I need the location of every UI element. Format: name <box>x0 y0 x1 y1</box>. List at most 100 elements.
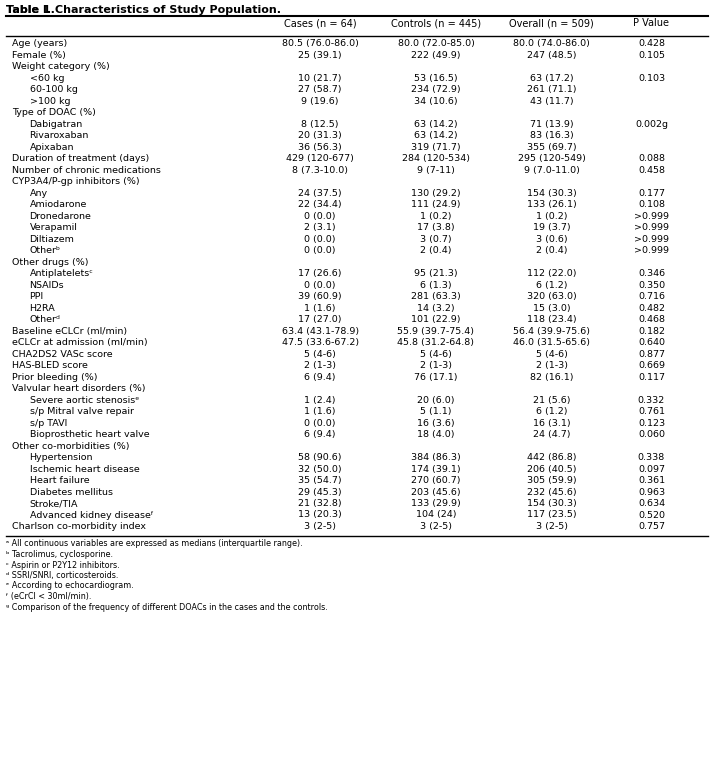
Text: 17 (26.6): 17 (26.6) <box>298 269 342 278</box>
Text: 295 (120-549): 295 (120-549) <box>518 154 585 163</box>
Text: >100 kg: >100 kg <box>29 96 70 106</box>
Text: Severe aortic stenosisᵉ: Severe aortic stenosisᵉ <box>29 395 139 405</box>
Text: 43 (11.7): 43 (11.7) <box>530 96 573 106</box>
Text: 80.0 (72.0-85.0): 80.0 (72.0-85.0) <box>398 39 474 48</box>
Text: 27 (58.7): 27 (58.7) <box>298 85 342 94</box>
Text: Table 1.: Table 1. <box>6 5 59 15</box>
Text: 0.103: 0.103 <box>638 73 665 82</box>
Text: 0.350: 0.350 <box>638 281 665 289</box>
Text: ᵃ All continuous variables are expressed as medians (interquartile range).: ᵃ All continuous variables are expressed… <box>6 539 303 548</box>
Text: 0.640: 0.640 <box>638 338 665 347</box>
Text: 232 (45.6): 232 (45.6) <box>527 488 577 496</box>
Text: 111 (24.9): 111 (24.9) <box>411 200 461 209</box>
Text: 3 (2-5): 3 (2-5) <box>420 522 452 531</box>
Text: Cases (n = 64): Cases (n = 64) <box>284 18 356 28</box>
Text: 222 (49.9): 222 (49.9) <box>411 51 461 59</box>
Text: 9 (7-11): 9 (7-11) <box>417 166 455 174</box>
Text: ᵈ SSRI/SNRI, corticosteroids.: ᵈ SSRI/SNRI, corticosteroids. <box>6 571 119 580</box>
Text: 2 (1-3): 2 (1-3) <box>536 361 568 370</box>
Text: 34 (10.6): 34 (10.6) <box>414 96 458 106</box>
Text: ᶠ (eCrCl < 30ml/min).: ᶠ (eCrCl < 30ml/min). <box>6 592 91 601</box>
Text: 3 (2-5): 3 (2-5) <box>536 522 568 531</box>
Text: s/p Mitral valve repair: s/p Mitral valve repair <box>29 407 134 416</box>
Text: 0.428: 0.428 <box>638 39 665 48</box>
Text: ᶜ Aspirin or P2Y12 inhibitors.: ᶜ Aspirin or P2Y12 inhibitors. <box>6 560 120 569</box>
Text: >0.999: >0.999 <box>634 246 669 255</box>
Text: 305 (59.9): 305 (59.9) <box>527 476 577 485</box>
Text: 0.346: 0.346 <box>638 269 665 278</box>
Text: >0.999: >0.999 <box>634 212 669 220</box>
Text: 0 (0.0): 0 (0.0) <box>304 419 336 427</box>
Text: CHA2DS2 VASc score: CHA2DS2 VASc score <box>11 349 112 359</box>
Text: 63 (14.2): 63 (14.2) <box>414 131 458 140</box>
Text: Antiplateletsᶜ: Antiplateletsᶜ <box>29 269 94 278</box>
Text: 2 (0.4): 2 (0.4) <box>421 246 452 255</box>
Text: 63.4 (43.1-78.9): 63.4 (43.1-78.9) <box>281 327 358 335</box>
Text: 24 (37.5): 24 (37.5) <box>298 188 342 198</box>
Text: 0.177: 0.177 <box>638 188 665 198</box>
Text: Amiodarone: Amiodarone <box>29 200 87 209</box>
Text: 56.4 (39.9-75.6): 56.4 (39.9-75.6) <box>513 327 590 335</box>
Text: Controls (n = 445): Controls (n = 445) <box>391 18 481 28</box>
Text: Charlson co-morbidity index: Charlson co-morbidity index <box>11 522 146 531</box>
Text: 0 (0.0): 0 (0.0) <box>304 234 336 244</box>
Text: 20 (31.3): 20 (31.3) <box>298 131 342 140</box>
Text: 2 (3.1): 2 (3.1) <box>304 223 336 232</box>
Text: Otherᵇ: Otherᵇ <box>29 246 61 255</box>
Text: 76 (17.1): 76 (17.1) <box>414 373 458 381</box>
Text: 63 (14.2): 63 (14.2) <box>414 120 458 128</box>
Text: 174 (39.1): 174 (39.1) <box>411 464 461 474</box>
Text: ᶢ Comparison of the frequency of different DOACs in the cases and the controls.: ᶢ Comparison of the frequency of differe… <box>6 602 328 612</box>
Text: 0.105: 0.105 <box>638 51 665 59</box>
Text: ᵉ According to echocardiogram.: ᵉ According to echocardiogram. <box>6 581 134 591</box>
Text: 5 (4-6): 5 (4-6) <box>420 349 452 359</box>
Text: 442 (86.8): 442 (86.8) <box>527 453 576 462</box>
Text: Verapamil: Verapamil <box>29 223 78 232</box>
Text: CYP3A4/P-gp inhibitors (%): CYP3A4/P-gp inhibitors (%) <box>11 177 139 186</box>
Text: 0.877: 0.877 <box>638 349 665 359</box>
Text: 22 (34.4): 22 (34.4) <box>298 200 342 209</box>
Text: Baseline eCLCr (ml/min): Baseline eCLCr (ml/min) <box>11 327 127 335</box>
Text: 101 (22.9): 101 (22.9) <box>411 315 461 324</box>
Text: 0.520: 0.520 <box>638 510 665 520</box>
Text: 1 (0.2): 1 (0.2) <box>536 212 568 220</box>
Text: 0.458: 0.458 <box>638 166 665 174</box>
Text: 10 (21.7): 10 (21.7) <box>298 73 342 82</box>
Text: 36 (56.3): 36 (56.3) <box>298 142 342 152</box>
Text: 6 (1.2): 6 (1.2) <box>536 281 568 289</box>
Text: 2 (0.4): 2 (0.4) <box>536 246 568 255</box>
Text: 117 (23.5): 117 (23.5) <box>527 510 577 520</box>
Text: 83 (16.3): 83 (16.3) <box>530 131 573 140</box>
Text: >0.999: >0.999 <box>634 223 669 232</box>
Text: Type of DOAC (%): Type of DOAC (%) <box>11 108 96 117</box>
Text: Any: Any <box>29 188 48 198</box>
Text: 203 (45.6): 203 (45.6) <box>411 488 461 496</box>
Text: 0.182: 0.182 <box>638 327 665 335</box>
Text: 3 (2-5): 3 (2-5) <box>304 522 336 531</box>
Text: 0 (0.0): 0 (0.0) <box>304 246 336 255</box>
Text: 17 (3.8): 17 (3.8) <box>417 223 455 232</box>
Text: 80.0 (74.0-86.0): 80.0 (74.0-86.0) <box>513 39 590 48</box>
Text: 13 (20.3): 13 (20.3) <box>298 510 342 520</box>
Text: 0.757: 0.757 <box>638 522 665 531</box>
Text: Apixaban: Apixaban <box>29 142 74 152</box>
Text: Duration of treatment (days): Duration of treatment (days) <box>11 154 149 163</box>
Text: 1 (0.2): 1 (0.2) <box>421 212 452 220</box>
Text: 46.0 (31.5-65.6): 46.0 (31.5-65.6) <box>513 338 590 347</box>
Text: <60 kg: <60 kg <box>29 73 64 82</box>
Text: 14 (3.2): 14 (3.2) <box>417 303 455 313</box>
Text: 80.5 (76.0-86.0): 80.5 (76.0-86.0) <box>282 39 358 48</box>
Text: Dabigatran: Dabigatran <box>29 120 83 128</box>
Text: 1 (1.6): 1 (1.6) <box>304 303 336 313</box>
Text: 118 (23.4): 118 (23.4) <box>527 315 577 324</box>
Text: 16 (3.6): 16 (3.6) <box>417 419 455 427</box>
Text: 2 (1-3): 2 (1-3) <box>420 361 452 370</box>
Text: 8 (12.5): 8 (12.5) <box>301 120 339 128</box>
Text: 3 (0.6): 3 (0.6) <box>536 234 568 244</box>
Text: Otherᵈ: Otherᵈ <box>29 315 61 324</box>
Text: 55.9 (39.7-75.4): 55.9 (39.7-75.4) <box>398 327 475 335</box>
Text: 58 (90.6): 58 (90.6) <box>298 453 342 462</box>
Text: 206 (40.5): 206 (40.5) <box>527 464 576 474</box>
Text: 82 (16.1): 82 (16.1) <box>530 373 573 381</box>
Text: 6 (9.4): 6 (9.4) <box>304 430 336 439</box>
